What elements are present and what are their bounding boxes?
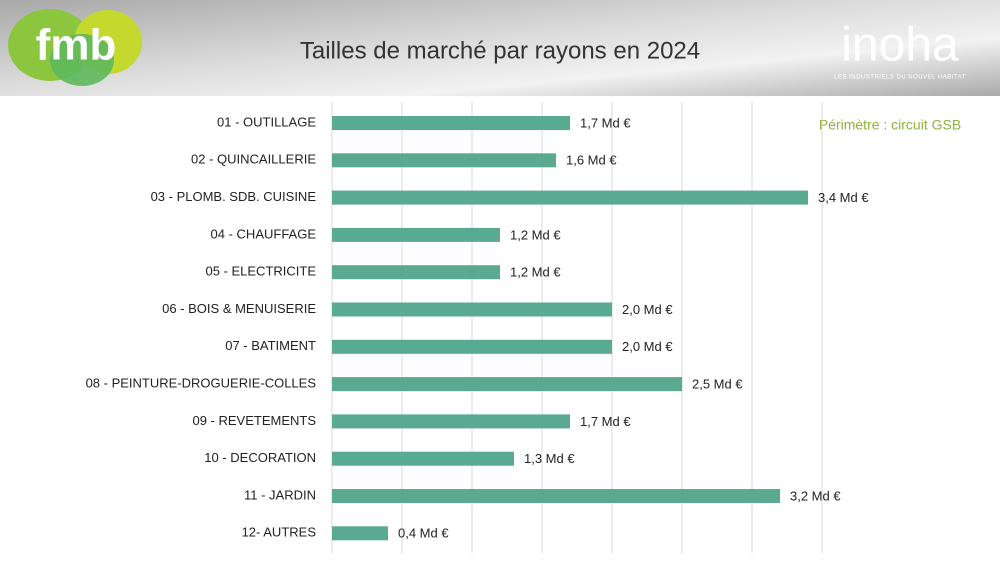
logo-tagline: LES INDUSTRIELS DU NOUVEL HABITAT bbox=[834, 75, 966, 81]
chart-title: Tailles de marché par rayons en 2024 bbox=[300, 37, 700, 64]
bar bbox=[332, 190, 808, 205]
bar bbox=[332, 377, 682, 392]
y-tick-label: 06 - BOIS & MENUISERIE bbox=[162, 301, 316, 316]
y-tick-label: 11 - JARDIN bbox=[244, 487, 316, 502]
chart-subtitle: Périmètre : circuit GSB bbox=[819, 117, 961, 133]
data-label: 2,5 Md € bbox=[692, 377, 743, 392]
bar bbox=[332, 116, 570, 130]
logo-bubble bbox=[50, 34, 114, 86]
data-label: 3,4 Md € bbox=[818, 190, 869, 205]
data-label: 1,3 Md € bbox=[524, 451, 575, 466]
bar bbox=[332, 414, 570, 429]
bar bbox=[332, 489, 780, 503]
data-label: 1,7 Md € bbox=[580, 115, 631, 130]
y-tick-label: 01 - OUTILLAGE bbox=[217, 114, 316, 129]
y-tick-label: 03 - PLOMB. SDB. CUISINE bbox=[151, 189, 317, 204]
y-tick-label: 02 - QUINCAILLERIE bbox=[191, 152, 316, 167]
y-tick-label: 09 - REVETEMENTS bbox=[192, 413, 316, 428]
bar bbox=[332, 451, 514, 466]
header-band bbox=[0, 0, 1000, 96]
data-label: 1,2 Md € bbox=[510, 227, 561, 242]
y-tick-label: 07 - BATIMENT bbox=[225, 338, 316, 353]
bar bbox=[332, 339, 612, 354]
bar bbox=[332, 153, 556, 168]
bar bbox=[332, 227, 500, 242]
data-label: 0,4 Md € bbox=[398, 526, 449, 541]
logo-text: fmb bbox=[36, 21, 117, 70]
logo-left: fmb bbox=[8, 9, 142, 86]
bar bbox=[332, 302, 612, 317]
y-tick-label: 04 - CHAUFFAGE bbox=[211, 226, 317, 241]
logo-right: inoha bbox=[841, 19, 959, 72]
data-label: 1,6 Md € bbox=[566, 153, 617, 168]
bar bbox=[332, 265, 500, 280]
y-tick-label: 05 - ELECTRICITE bbox=[205, 264, 316, 279]
y-tick-label: 08 - PEINTURE-DROGUERIE-COLLES bbox=[86, 376, 317, 391]
data-label: 2,0 Md € bbox=[622, 302, 673, 317]
data-label: 3,2 Md € bbox=[790, 488, 841, 503]
data-label: 1,2 Md € bbox=[510, 265, 561, 280]
y-tick-label: 12- AUTRES bbox=[242, 525, 317, 540]
data-label: 2,0 Md € bbox=[622, 339, 673, 354]
bar bbox=[332, 526, 388, 541]
y-tick-label: 10 - DECORATION bbox=[204, 450, 316, 465]
data-label: 1,7 Md € bbox=[580, 414, 631, 429]
